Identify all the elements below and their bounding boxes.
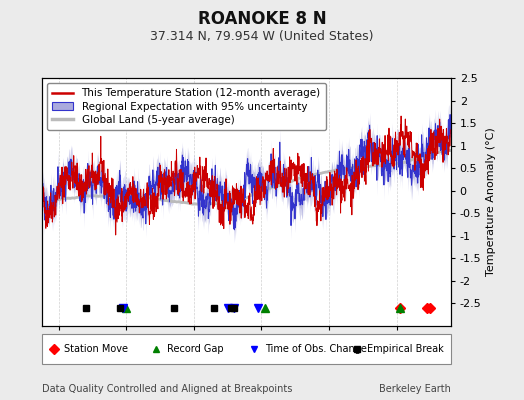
Legend: This Temperature Station (12-month average), Regional Expectation with 95% uncer: This Temperature Station (12-month avera… <box>47 83 326 130</box>
FancyBboxPatch shape <box>42 334 451 364</box>
Text: Station Move: Station Move <box>64 344 128 354</box>
Text: Data Quality Controlled and Aligned at Breakpoints: Data Quality Controlled and Aligned at B… <box>42 384 292 394</box>
Text: ROANOKE 8 N: ROANOKE 8 N <box>198 10 326 28</box>
Text: Berkeley Earth: Berkeley Earth <box>379 384 451 394</box>
Y-axis label: Temperature Anomaly (°C): Temperature Anomaly (°C) <box>486 128 496 276</box>
Text: Time of Obs. Change: Time of Obs. Change <box>265 344 367 354</box>
Text: Record Gap: Record Gap <box>167 344 223 354</box>
Text: Empirical Break: Empirical Break <box>367 344 444 354</box>
Text: 37.314 N, 79.954 W (United States): 37.314 N, 79.954 W (United States) <box>150 30 374 43</box>
